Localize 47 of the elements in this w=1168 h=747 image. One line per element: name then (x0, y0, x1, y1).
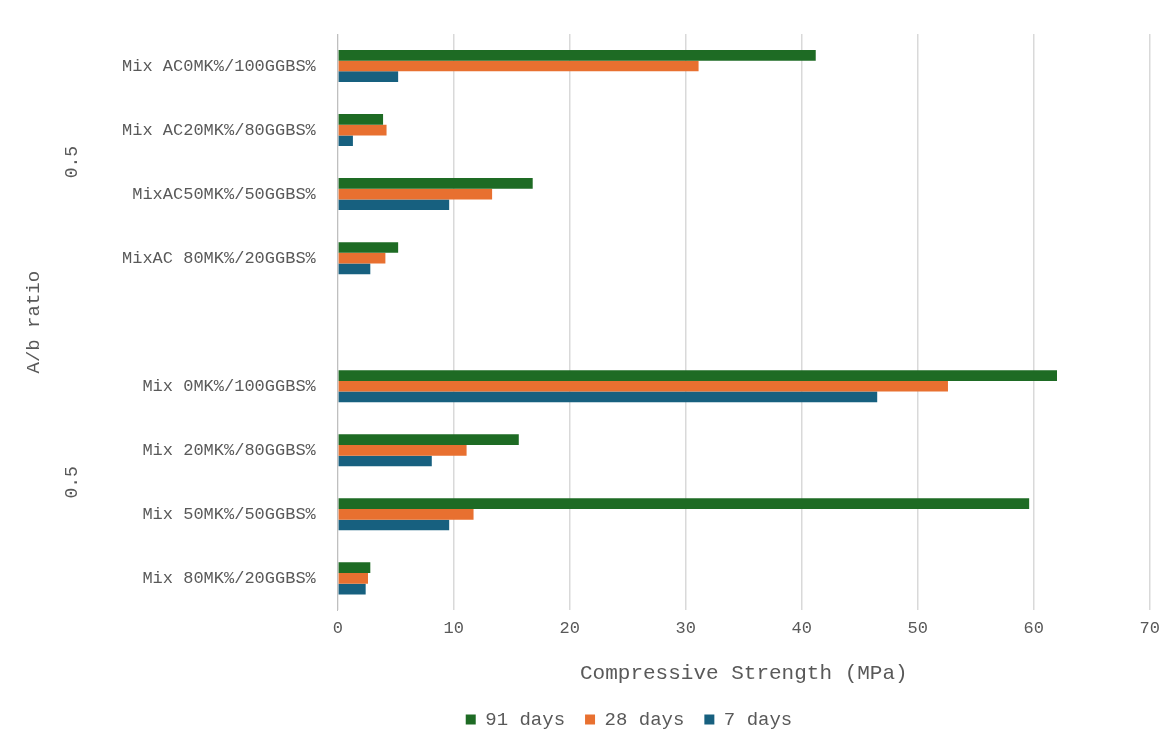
bar (338, 519, 450, 531)
bar (338, 434, 519, 445)
bar (338, 124, 387, 136)
bar (338, 455, 432, 467)
bar (338, 60, 699, 72)
text: 0.5 (61, 145, 82, 179)
bar (338, 391, 878, 403)
text: 0.5 (61, 466, 82, 499)
bar (338, 583, 366, 595)
bar (338, 252, 386, 264)
y-tick-label: Mix AC20MK%/80GGBS% (121, 120, 317, 140)
bar (338, 71, 399, 83)
bar (338, 188, 493, 200)
bar (338, 114, 384, 125)
x-tick-label: 70 (1139, 619, 1160, 639)
x-tick-label: 60 (1023, 619, 1045, 639)
bar (338, 370, 1057, 381)
y-tick-label: Mix AC0MK%/100GGBS% (121, 56, 317, 76)
bar (338, 498, 1030, 509)
y-tick-label: Mix 0MK%/100GGBS% (142, 376, 317, 396)
y-axis-title: A/b ratio (23, 270, 46, 374)
bar (338, 509, 474, 520)
legend-label: 28 days (604, 708, 685, 731)
y-tick-label: MixAC 80MK%/20GGBS% (121, 248, 317, 268)
bar (338, 135, 353, 147)
bar (338, 263, 371, 275)
x-tick-label: 10 (443, 619, 465, 639)
x-axis-title: Compressive Strength (MPa) (579, 661, 908, 685)
bar (338, 178, 533, 189)
y-tick-label: MixAC50MK%/50GGBS% (132, 184, 317, 204)
bar (338, 380, 948, 392)
bar (338, 444, 467, 456)
bar (338, 562, 371, 574)
legend-label: 7 days (723, 708, 793, 731)
y-tick-label: Mix 20MK%/80GGBS% (142, 440, 317, 460)
y-tick-label: Mix 80MK%/20GGBS% (142, 568, 317, 588)
legend-label: 91 days (485, 708, 566, 731)
bar (338, 50, 816, 61)
bar (338, 242, 399, 253)
y-tick-label: Mix 50MK%/50GGBS% (142, 504, 317, 524)
x-tick-label: 40 (791, 619, 813, 639)
x-tick-label: 0 (332, 619, 343, 639)
x-tick-label: 30 (675, 619, 697, 639)
bar (338, 199, 450, 211)
x-tick-label: 20 (559, 619, 581, 639)
x-tick-label: 50 (907, 619, 929, 639)
bar (338, 573, 368, 584)
